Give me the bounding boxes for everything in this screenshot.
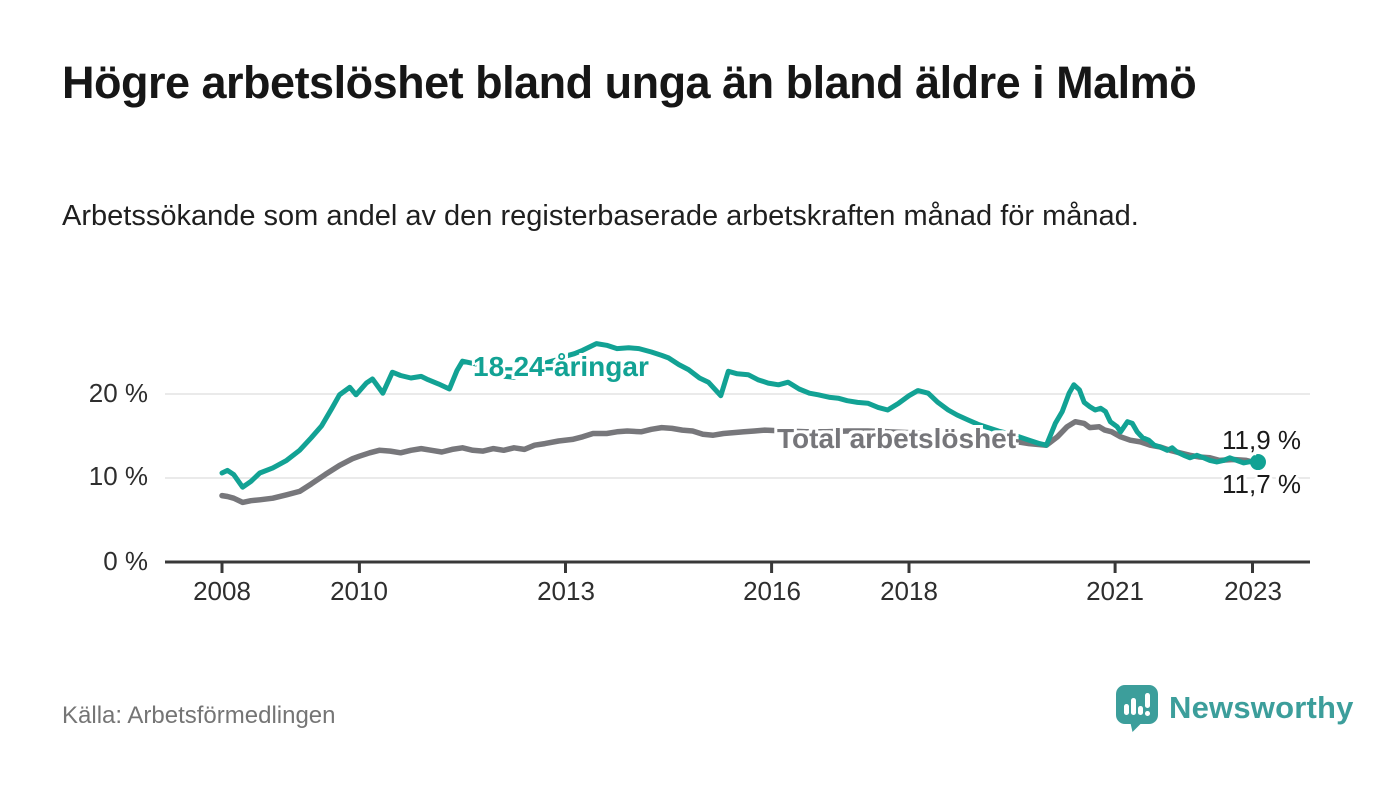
y-axis-label-20: 20 % — [88, 378, 148, 408]
y-axis-label-10: 10 % — [88, 461, 148, 491]
newsworthy-logo-icon — [1115, 684, 1159, 732]
series-end-dot-youth — [1249, 454, 1266, 471]
end-value-label-total: 11,7 % — [1221, 469, 1301, 499]
newsworthy-logo: Newsworthy — [1115, 684, 1354, 732]
x-axis-label-2008: 2008 — [193, 576, 251, 606]
series-label-youth: 18-24-åringar — [473, 351, 649, 382]
series-label-total: Total arbetslöshet — [777, 423, 1017, 454]
end-value-label-youth: 11,9 % — [1221, 425, 1301, 455]
page-subtitle: Arbetssökande som andel av den registerb… — [62, 200, 1139, 232]
x-axis-label-2013: 2013 — [537, 576, 595, 606]
x-axis-label-2016: 2016 — [743, 576, 801, 606]
x-axis-label-2010: 2010 — [330, 576, 388, 606]
x-axis-label-2023: 2023 — [1224, 576, 1282, 606]
y-axis-label-0: 0 % — [103, 546, 148, 576]
series-line-youth — [219, 341, 1261, 490]
page-title: Högre arbetslöshet bland unga än bland ä… — [62, 57, 1197, 108]
newsworthy-logo-text: Newsworthy — [1169, 690, 1354, 725]
x-axis-label-2018: 2018 — [880, 576, 938, 606]
x-axis-label-2021: 2021 — [1086, 576, 1144, 606]
source-note: Källa: Arbetsförmedlingen — [62, 702, 336, 729]
series-line-total — [219, 418, 1261, 506]
